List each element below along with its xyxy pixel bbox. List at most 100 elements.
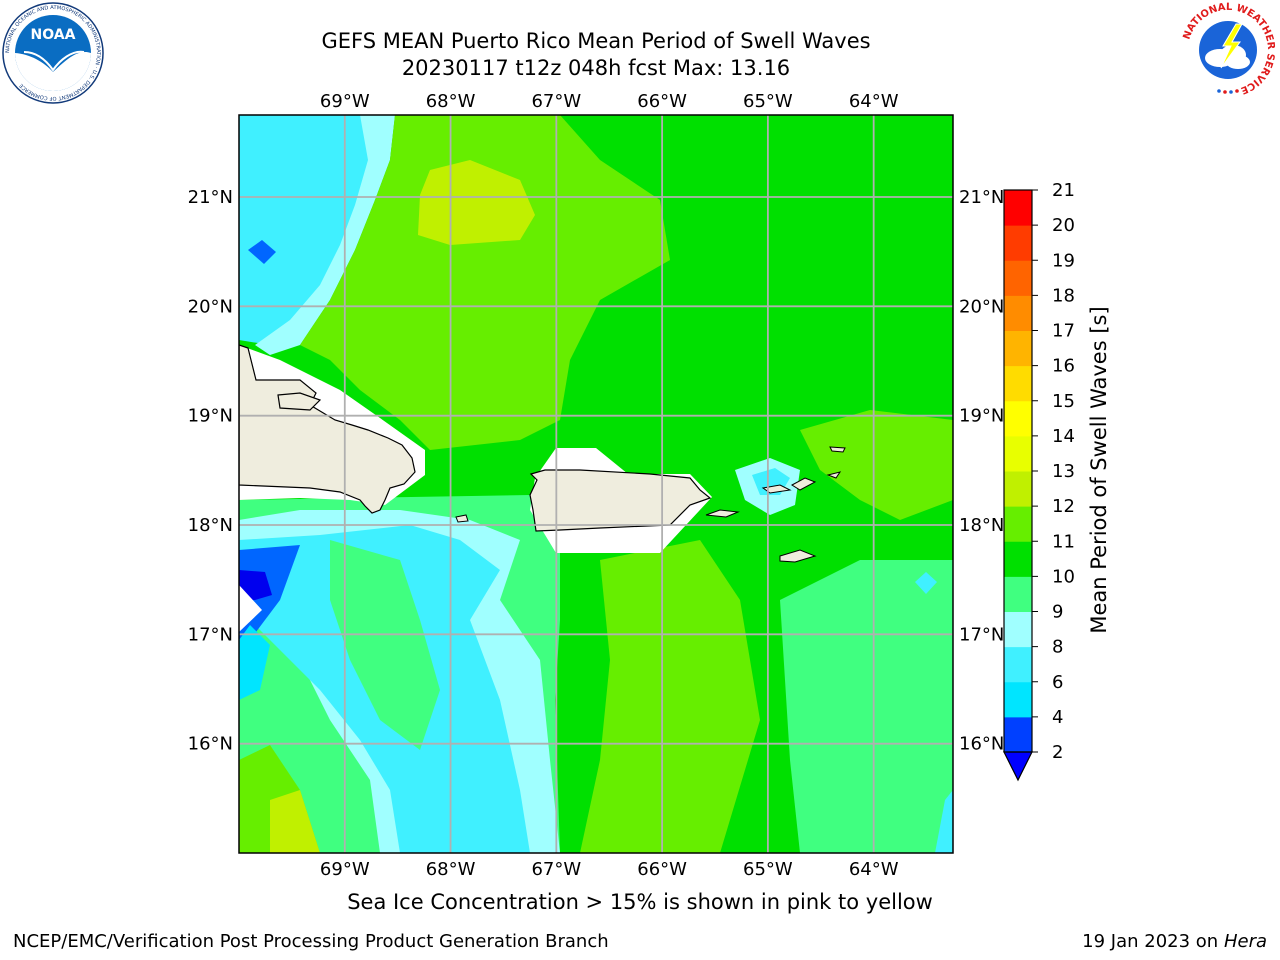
lon-tick-top: 66°W (637, 91, 687, 112)
colorbar-tick-label: 14 (1052, 426, 1075, 447)
colorbar-tick-label: 6 (1052, 672, 1063, 693)
colorbar-extend-arrow (1003, 751, 1033, 782)
colorbar: 2 4 6 8 9 10 11 12 13 14 15 16 17 18 19 20 21 (1003, 180, 1075, 782)
colorbar-tick-label: 11 (1052, 531, 1075, 552)
field-south-east-green9 (780, 560, 953, 853)
lon-tick-top: 69°W (320, 91, 370, 112)
colorbar-segment (1004, 295, 1032, 331)
land-hispaniola-bay (277, 392, 322, 411)
field-darkblue-sw (239, 570, 272, 600)
colorbar-segment (1004, 681, 1032, 718)
field-south-green-lobe (330, 540, 440, 750)
land-islet-east (826, 471, 842, 479)
field-cyan-sw (239, 625, 270, 700)
svg-text:NOAA: NOAA (31, 27, 76, 43)
lon-tick-bottom: 67°W (531, 859, 581, 880)
lon-tick-bottom: 66°W (637, 859, 687, 880)
land-puerto-rico (529, 469, 712, 532)
colorbar-segment (1004, 611, 1032, 648)
lat-tick-left: 17°N (188, 624, 233, 645)
colorbar-tick-label: 20 (1052, 215, 1075, 236)
colorbar-tick-label: 18 (1052, 285, 1075, 306)
colorbar-label: Mean Period of Swell Waves [s] (1087, 306, 1111, 633)
lon-tick-top: 67°W (531, 91, 581, 112)
nws-logo: NATIONAL WEATHER SERVICE (1180, 2, 1276, 98)
footer-credit: NCEP/EMC/Verification Post Processing Pr… (13, 931, 609, 952)
lon-tick-top: 68°W (426, 91, 476, 112)
lat-tick-right: 16°N (959, 734, 1004, 755)
field-se-cyan-corner (935, 790, 953, 853)
land-islet-anegada (829, 446, 846, 453)
colorbar-tick-label: 21 (1052, 180, 1075, 201)
lat-tick-right: 17°N (959, 624, 1004, 645)
lat-tick-left: 18°N (188, 515, 233, 536)
lon-tick-bottom: 65°W (743, 859, 793, 880)
colorbar-segment (1004, 260, 1032, 296)
colorbar-tick-label: 9 (1052, 602, 1063, 623)
footer-date-text: 19 Jan 2023 on (1082, 931, 1224, 952)
colorbar-segment (1004, 541, 1032, 577)
lon-tick-bottom: 64°W (849, 859, 899, 880)
colorbar-segment (1004, 506, 1032, 542)
lon-tick-bottom: 69°W (320, 859, 370, 880)
colorbar-segment (1004, 646, 1032, 683)
lat-tick-left: 16°N (188, 734, 233, 755)
lon-tick-top: 65°W (743, 91, 793, 112)
colorbar-segment (1004, 190, 1032, 226)
land-islet-vieques (705, 509, 740, 518)
footer-date: 19 Jan 2023 on Hera (1082, 931, 1267, 952)
graticule (239, 115, 953, 853)
lat-ticks-right: 21°N 20°N 19°N 18°N 17°N 16°N (959, 187, 1004, 755)
colorbar-tick-label: 8 (1052, 637, 1063, 658)
lat-tick-left: 20°N (188, 296, 233, 317)
colorbar-tick-label: 12 (1052, 496, 1075, 517)
map-subtitle: 20230117 t12z 048h fcst Max: 13.16 (401, 56, 791, 80)
lon-tick-top: 64°W (849, 91, 899, 112)
field-south-central-green (580, 540, 760, 853)
colorbar-segment (1004, 435, 1032, 472)
colorbar-segment (1004, 365, 1032, 402)
colorbar-segment (1004, 576, 1032, 612)
land-islet-stcroix (779, 549, 817, 563)
lat-tick-left: 19°N (188, 406, 233, 427)
lon-ticks-top: 69°W 68°W 67°W 66°W 65°W 64°W (320, 91, 899, 112)
field-north-yellowgreen (418, 160, 535, 245)
field-se-cyan-spot (915, 572, 937, 594)
lat-tick-right: 21°N (959, 187, 1004, 208)
lon-tick-bottom: 68°W (426, 859, 476, 880)
colorbar-tick-label: 13 (1052, 461, 1075, 482)
colorbar-tick-label: 10 (1052, 566, 1075, 587)
colorbar-tick-label: 19 (1052, 250, 1075, 271)
sea-ice-note: Sea Ice Concentration > 15% is shown in … (347, 890, 933, 914)
noaa-logo: NATIONAL OCEANIC AND ATMOSPHERIC ADMINIS… (2, 2, 104, 104)
lat-ticks-left: 21°N 20°N 19°N 18°N 17°N 16°N (188, 187, 233, 755)
colorbar-segment (1004, 225, 1032, 261)
footer-host: Hera (1223, 931, 1267, 952)
field-east-lightgreen (800, 410, 953, 520)
map-title: GEFS MEAN Puerto Rico Mean Period of Swe… (321, 29, 871, 53)
colorbar-tick-label: 2 (1052, 742, 1063, 763)
land-hispaniola (239, 344, 416, 514)
field-south-yellowgreen (270, 790, 320, 853)
swell-period-field (239, 115, 953, 853)
map-frame (238, 114, 954, 854)
colorbar-tick-label: 4 (1052, 707, 1063, 728)
colorbar-tick-label: 17 (1052, 321, 1075, 342)
lon-ticks-bottom: 69°W 68°W 67°W 66°W 65°W 64°W (320, 859, 899, 880)
field-north-lightgreen (300, 115, 670, 450)
lat-tick-left: 21°N (188, 187, 233, 208)
lat-tick-right: 20°N (959, 296, 1004, 317)
lat-tick-right: 18°N (959, 515, 1004, 536)
field-nodata-west-edge (239, 585, 262, 632)
colorbar-segment (1004, 330, 1032, 367)
colorbar-tick-label: 15 (1052, 391, 1075, 412)
colorbar-segment (1004, 400, 1032, 437)
colorbar-segment (1004, 716, 1032, 753)
land-islet-vi-2 (791, 477, 817, 491)
field-blue-spot-nw (248, 240, 276, 264)
land-islet-mona (455, 514, 469, 523)
colorbar-tick-label: 16 (1052, 356, 1075, 377)
lat-tick-right: 19°N (959, 406, 1004, 427)
colorbar-segment (1004, 471, 1032, 507)
